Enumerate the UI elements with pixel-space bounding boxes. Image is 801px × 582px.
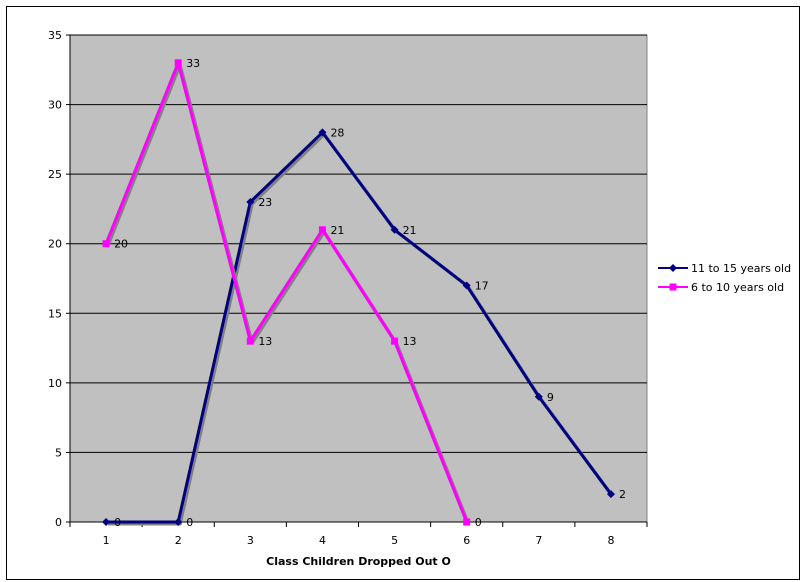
y-tick-label-15: 15	[48, 307, 62, 320]
series-0-line	[106, 130, 613, 524]
series-0-data-label-2: 0	[186, 516, 193, 529]
data-label-layer: 0 0 23 28 21 17 9 2 20 33 13 21 13 0	[114, 57, 626, 529]
legend-label-1: 6 to 10 years old	[691, 281, 784, 294]
series-1-point-4	[318, 226, 326, 234]
y-tick-label-25: 25	[48, 168, 62, 181]
series-1-line	[104, 61, 469, 523]
series-0-point-8	[606, 490, 615, 499]
x-tick-label-3: 3	[247, 534, 254, 547]
y-tick-label-0: 0	[55, 516, 62, 529]
series-0-point-3	[246, 197, 255, 206]
series-1-point-6	[463, 518, 471, 526]
series-1-data-label-5: 13	[403, 335, 417, 348]
series-1-point-2	[174, 59, 182, 67]
series-1-data-label-2: 33	[186, 57, 200, 70]
series-0-point-4	[318, 128, 327, 137]
chart-frame	[6, 6, 800, 580]
series-0-point-7	[534, 392, 543, 401]
series-0-data-label-4: 28	[330, 126, 344, 139]
series-1-data-label-1: 20	[114, 238, 128, 251]
series-0-data-label-8: 2	[619, 488, 626, 501]
y-tick-label-20: 20	[48, 238, 62, 251]
x-tick-label-8: 8	[607, 534, 614, 547]
y-tick-label-5: 5	[55, 446, 62, 459]
series-0-point-5	[390, 225, 399, 234]
series-0-data-label-1: 0	[114, 516, 121, 529]
series-0-point-6	[462, 281, 471, 290]
plot-area	[69, 34, 648, 523]
legend-swatch-marker-1	[669, 283, 677, 291]
y-tick-label-35: 35	[48, 29, 62, 42]
series-1-point-3	[246, 337, 254, 345]
grid-layer	[70, 34, 647, 453]
x-tick-label-5: 5	[391, 534, 398, 547]
series-1-data-label-3: 13	[258, 335, 272, 348]
x-tick-label-4: 4	[319, 534, 326, 547]
series-0-data-label-6: 17	[475, 279, 489, 292]
legend-swatch-marker-0	[669, 264, 677, 272]
series-layer	[102, 59, 615, 526]
y-tick-label-30: 30	[48, 99, 62, 112]
x-tick-label-7: 7	[535, 534, 542, 547]
x-axis-title: Class Children Dropped Out O	[266, 555, 451, 568]
series-1-data-label-4: 21	[330, 224, 344, 237]
series-1-point-5	[391, 337, 399, 345]
series-0-data-label-5: 21	[403, 224, 417, 237]
x-tick-label-1: 1	[103, 534, 110, 547]
series-0-point-1	[102, 518, 111, 526]
x-tick-label-6: 6	[463, 534, 470, 547]
series-1-point-1	[102, 240, 110, 248]
series-1-data-label-6: 0	[475, 516, 482, 529]
series-0-point-2	[174, 518, 183, 526]
y-tick-label-10: 10	[48, 377, 62, 390]
series-0-data-label-3: 23	[258, 196, 272, 209]
legend: 11 to 15 years old 6 to 10 years old	[658, 262, 791, 294]
x-tick-label-2: 2	[175, 534, 182, 547]
series-0-data-label-7: 9	[547, 391, 554, 404]
legend-label-0: 11 to 15 years old	[691, 262, 791, 275]
